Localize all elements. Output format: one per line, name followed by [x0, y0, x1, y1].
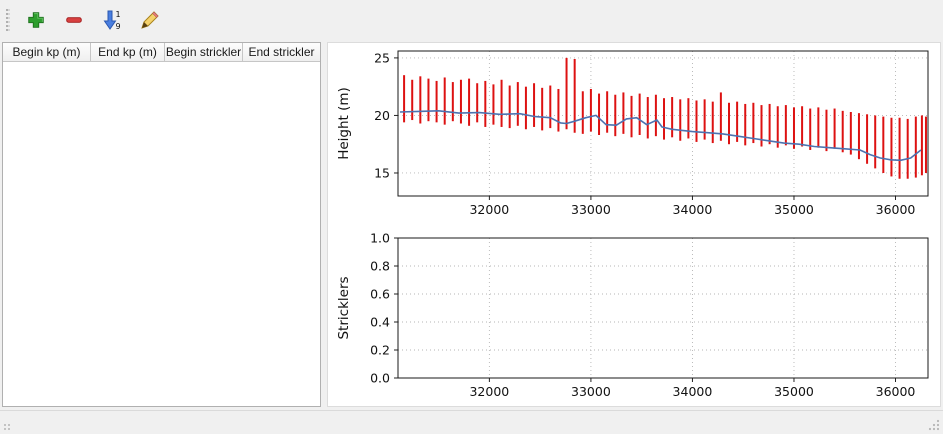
- plus-icon: [28, 12, 44, 28]
- svg-text:0.6: 0.6: [370, 287, 390, 302]
- column-header-end-kp[interactable]: End kp (m): [91, 43, 165, 61]
- add-row-button[interactable]: [22, 6, 50, 34]
- svg-text:Height (m): Height (m): [336, 87, 352, 160]
- svg-text:0.0: 0.0: [370, 371, 390, 386]
- column-header-begin-kp[interactable]: Begin kp (m): [3, 43, 91, 61]
- svg-text:34000: 34000: [673, 384, 713, 399]
- svg-text:35000: 35000: [774, 202, 814, 217]
- column-header-end-strickler[interactable]: End strickler: [248, 45, 315, 59]
- statusbar-handle[interactable]: [3, 423, 13, 431]
- table-header-row: Begin kp (m) End kp (m) Begin strickler …: [3, 43, 320, 62]
- charts-panel: 32000 33000 34000 35000 36000 15 20 25 Height (m…: [327, 42, 941, 407]
- stricklers-chart: 32000 33000 34000 35000 36000 0.0 0.2 0.4 0.6 0.8…: [336, 231, 929, 399]
- svg-text:36000: 36000: [876, 202, 916, 217]
- toolbar-handle[interactable]: [6, 9, 10, 31]
- minus-icon: [66, 17, 82, 23]
- svg-text:20: 20: [374, 108, 390, 123]
- sort-digit-bottom: 9: [115, 22, 120, 31]
- svg-text:33000: 33000: [571, 384, 611, 399]
- svg-text:0.4: 0.4: [370, 315, 390, 330]
- sort-button[interactable]: 1 9: [98, 6, 126, 34]
- svg-text:15: 15: [374, 165, 390, 180]
- svg-text:Stricklers: Stricklers: [336, 276, 352, 339]
- svg-text:34000: 34000: [673, 202, 713, 217]
- svg-text:33000: 33000: [571, 202, 611, 217]
- svg-text:25: 25: [374, 50, 390, 65]
- svg-text:32000: 32000: [469, 202, 509, 217]
- toolbar: 1 9: [0, 0, 943, 40]
- svg-text:1.0: 1.0: [370, 231, 390, 246]
- svg-text:0.2: 0.2: [370, 343, 390, 358]
- table-body[interactable]: [3, 62, 320, 406]
- sort-digit-top: 1: [115, 10, 120, 19]
- svg-text:0.8: 0.8: [370, 259, 390, 274]
- height-profile-chart: 32000 33000 34000 35000 36000 15 20 25 Height (m…: [336, 50, 929, 217]
- status-bar: [0, 410, 943, 434]
- svg-text:32000: 32000: [469, 384, 509, 399]
- resize-grip[interactable]: [928, 419, 941, 432]
- edit-button[interactable]: [136, 6, 164, 34]
- column-header-begin-strickler[interactable]: Begin strickler: [165, 43, 243, 61]
- strickler-table: Begin kp (m) End kp (m) Begin strickler …: [2, 42, 321, 407]
- edit-pencil-icon: [141, 11, 159, 29]
- svg-text:35000: 35000: [774, 384, 814, 399]
- sort-numeric-icon: 1 9: [103, 10, 121, 31]
- remove-row-button[interactable]: [60, 6, 88, 34]
- svg-text:36000: 36000: [876, 384, 916, 399]
